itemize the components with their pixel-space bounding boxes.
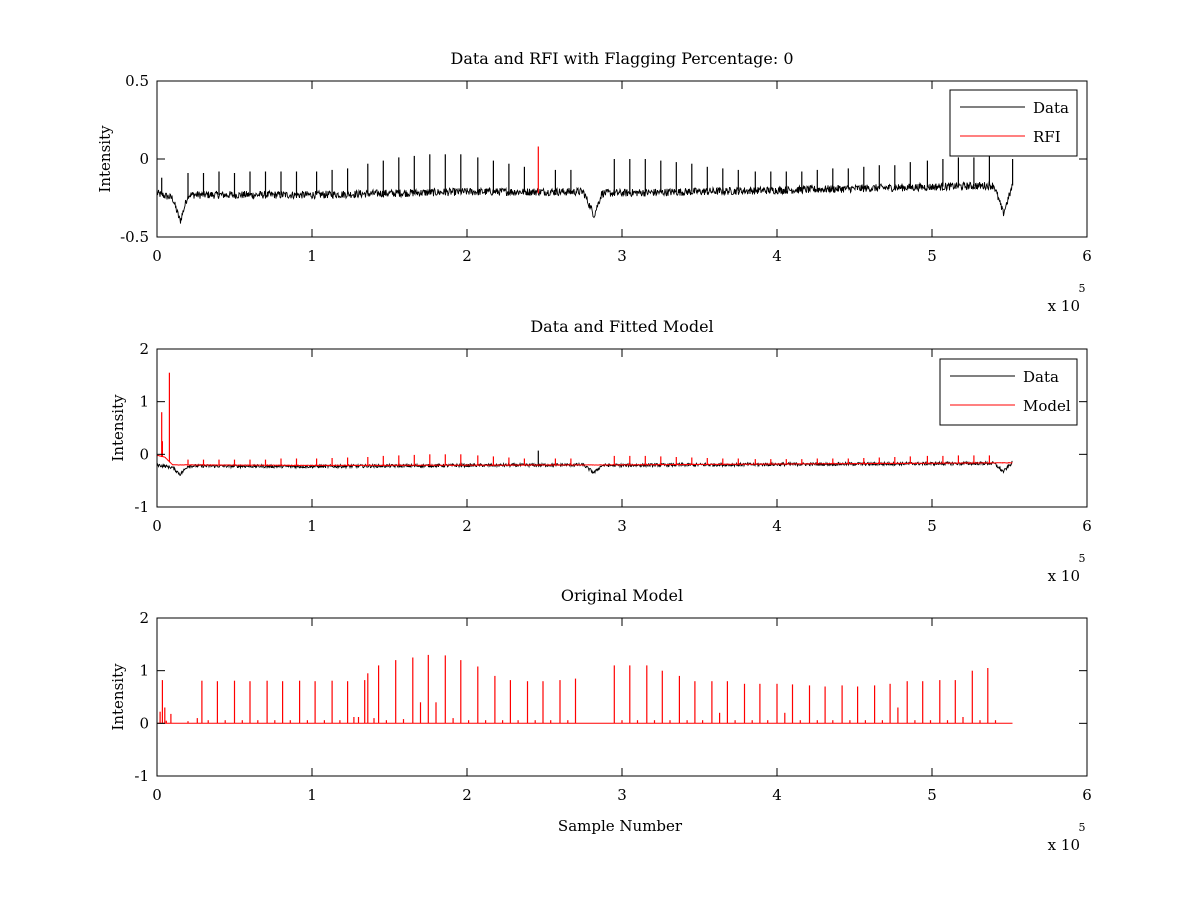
x-tick-label-2-0: 0 (152, 517, 162, 535)
y-tick-label-3-0: -1 (134, 767, 149, 785)
x-multiplier-base-2: x 10 (1048, 567, 1080, 585)
y-tick-label-2-3: 2 (139, 340, 149, 358)
legend-label-1-1: Data (1033, 99, 1069, 117)
x-tick-label-1-1: 1 (307, 247, 317, 265)
x-multiplier-exponent-1: 5 (1079, 282, 1086, 295)
x-multiplier-exponent-2: 5 (1079, 552, 1086, 565)
plot-area-1 (157, 146, 1014, 224)
y-tick-label-2-1: 0 (139, 445, 149, 463)
x-tick-label-1-5: 5 (927, 247, 937, 265)
legend-1: Data RFI (949, 89, 1078, 157)
y-axis-label-1: Intensity (96, 125, 114, 193)
x-tick-label-3-6: 6 (1082, 786, 1092, 804)
chart-title-1: Data and RFI with Flagging Percentage: 0 (450, 49, 793, 68)
x-tick-label-2-1: 1 (307, 517, 317, 535)
series-2-1-line (157, 460, 1013, 477)
x-tick-label-3-4: 4 (772, 786, 782, 804)
legend-box-2 (939, 358, 1078, 426)
x-tick-label-2-6: 6 (1082, 517, 1092, 535)
y-tick-label-2-0: -1 (134, 498, 149, 516)
y-tick-label-3-3: 2 (139, 609, 149, 627)
legend-label-2-2: Model (1023, 397, 1071, 415)
legend-2: Data Model (939, 358, 1078, 426)
y-tick-label-2-2: 1 (139, 393, 149, 411)
x-tick-label-1-2: 2 (462, 247, 472, 265)
x-tick-label-3-0: 0 (152, 786, 162, 804)
chart-title-3: Original Model (561, 586, 683, 605)
chart-title-2: Data and Fitted Model (530, 317, 713, 336)
legend-box-1 (949, 89, 1078, 157)
plot-area-3 (157, 654, 1013, 724)
y-tick-label-1-2: 0.5 (125, 72, 149, 90)
y-tick-label-1-1: 0 (139, 150, 149, 168)
x-tick-label-3-3: 3 (617, 786, 627, 804)
x-multiplier-base-1: x 10 (1048, 297, 1080, 315)
x-tick-label-2-3: 3 (617, 517, 627, 535)
y-axis-label-2: Intensity (109, 394, 127, 462)
x-tick-label-2-5: 5 (927, 517, 937, 535)
series-1-1-line (157, 181, 1013, 224)
x-tick-label-2-4: 4 (772, 517, 782, 535)
plot-area-2 (157, 372, 1013, 477)
y-tick-label-3-1: 0 (139, 714, 149, 732)
y-axis-label-3: Intensity (109, 663, 127, 731)
x-axis-label-3: Sample Number (558, 817, 683, 835)
x-tick-label-3-2: 2 (462, 786, 472, 804)
legend-label-2-1: Data (1023, 368, 1059, 386)
x-tick-label-1-4: 4 (772, 247, 782, 265)
x-tick-label-3-1: 1 (307, 786, 317, 804)
y-tick-label-3-2: 1 (139, 662, 149, 680)
x-tick-label-1-0: 0 (152, 247, 162, 265)
x-multiplier-base-3: x 10 (1048, 836, 1080, 854)
x-tick-label-2-2: 2 (462, 517, 472, 535)
x-tick-label-1-3: 3 (617, 247, 627, 265)
x-multiplier-exponent-3: 5 (1079, 821, 1086, 834)
x-tick-label-3-5: 5 (927, 786, 937, 804)
x-tick-label-1-6: 6 (1082, 247, 1092, 265)
legend-label-1-2: RFI (1033, 128, 1061, 146)
y-tick-label-1-0: -0.5 (120, 228, 149, 246)
series-2-2-line (157, 455, 1013, 467)
